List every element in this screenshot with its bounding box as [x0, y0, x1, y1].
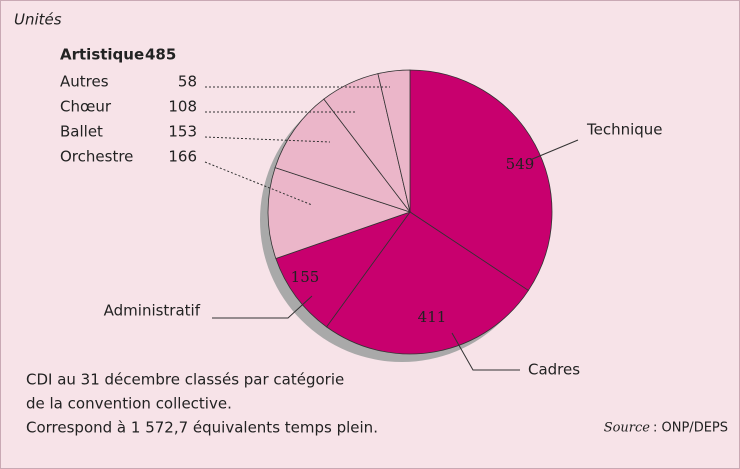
value-label: 549	[506, 155, 535, 173]
category-label: Ballet	[60, 123, 103, 141]
leader-line	[212, 295, 313, 319]
pie-slice	[377, 69, 411, 213]
value-label: 155	[291, 268, 320, 286]
pie-slice	[274, 98, 412, 213]
category-label: Autres	[60, 73, 109, 91]
category-label: Chœur	[60, 98, 112, 116]
value-label: 108	[168, 98, 197, 116]
category-label: Technique	[586, 121, 663, 139]
group-value: 485	[145, 46, 176, 64]
category-label: Orchestre	[60, 148, 133, 166]
value-label: 153	[168, 123, 197, 141]
category-label: Administratif	[104, 302, 201, 320]
note: de la convention collective.	[26, 395, 232, 413]
group-label: Artistique	[60, 46, 144, 64]
leader-line	[451, 332, 520, 371]
value-label: 58	[178, 73, 197, 91]
value-label: 411	[418, 308, 447, 326]
pie-slice	[325, 211, 529, 355]
source-text: : ONP/DEPS	[653, 421, 728, 436]
pie-slice	[267, 167, 412, 260]
category-label: Cadres	[528, 361, 580, 379]
source-label: Source	[604, 421, 651, 436]
note: CDI au 31 décembre classés par catégorie	[26, 371, 344, 389]
leader-line	[204, 161, 313, 206]
note: Correspond à 1 572,7 équivalents temps p…	[26, 419, 378, 437]
leader-line	[204, 136, 331, 143]
leader-line	[529, 139, 579, 161]
chart-title: Unités	[14, 11, 62, 29]
value-label: 166	[168, 148, 197, 166]
